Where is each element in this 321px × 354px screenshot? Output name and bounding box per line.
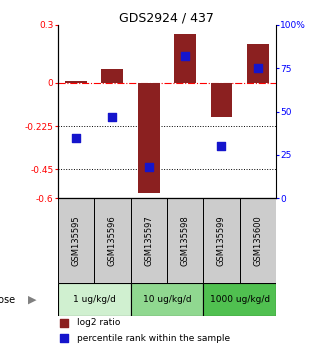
Text: percentile rank within the sample: percentile rank within the sample (77, 334, 230, 343)
Text: 10 ug/kg/d: 10 ug/kg/d (143, 295, 191, 304)
Bar (247, 44, 269, 82)
Text: ▶: ▶ (28, 295, 36, 305)
Point (62, 336, 67, 341)
Text: dose: dose (0, 295, 16, 305)
Bar (131, 198, 167, 283)
Point (74, 135, 79, 141)
Bar (94, 198, 131, 283)
Text: GSM135599: GSM135599 (217, 216, 226, 266)
Bar (101, 69, 123, 82)
Point (183, 53, 188, 59)
Bar (240, 198, 276, 283)
Title: GDS2924 / 437: GDS2924 / 437 (119, 12, 214, 25)
Point (62, 320, 67, 326)
Point (255, 65, 260, 71)
Text: 1 ug/kg/d: 1 ug/kg/d (73, 295, 116, 304)
Bar (167, 198, 203, 283)
Text: GSM135598: GSM135598 (181, 216, 190, 266)
Text: log2 ratio: log2 ratio (77, 318, 121, 327)
Point (219, 143, 224, 149)
Point (110, 114, 115, 120)
Bar (58, 283, 131, 316)
Bar (65, 81, 87, 82)
Bar (174, 34, 196, 82)
Text: GSM135597: GSM135597 (144, 216, 153, 266)
Text: GSM135596: GSM135596 (108, 216, 117, 266)
Text: 1000 ug/kg/d: 1000 ug/kg/d (210, 295, 270, 304)
Text: GSM135595: GSM135595 (72, 216, 81, 266)
Bar (203, 283, 276, 316)
Bar (138, 82, 160, 193)
Point (146, 164, 151, 170)
Bar (58, 198, 94, 283)
Bar (131, 283, 203, 316)
Text: GSM135600: GSM135600 (253, 216, 262, 266)
Bar (203, 198, 240, 283)
Bar (211, 82, 232, 118)
